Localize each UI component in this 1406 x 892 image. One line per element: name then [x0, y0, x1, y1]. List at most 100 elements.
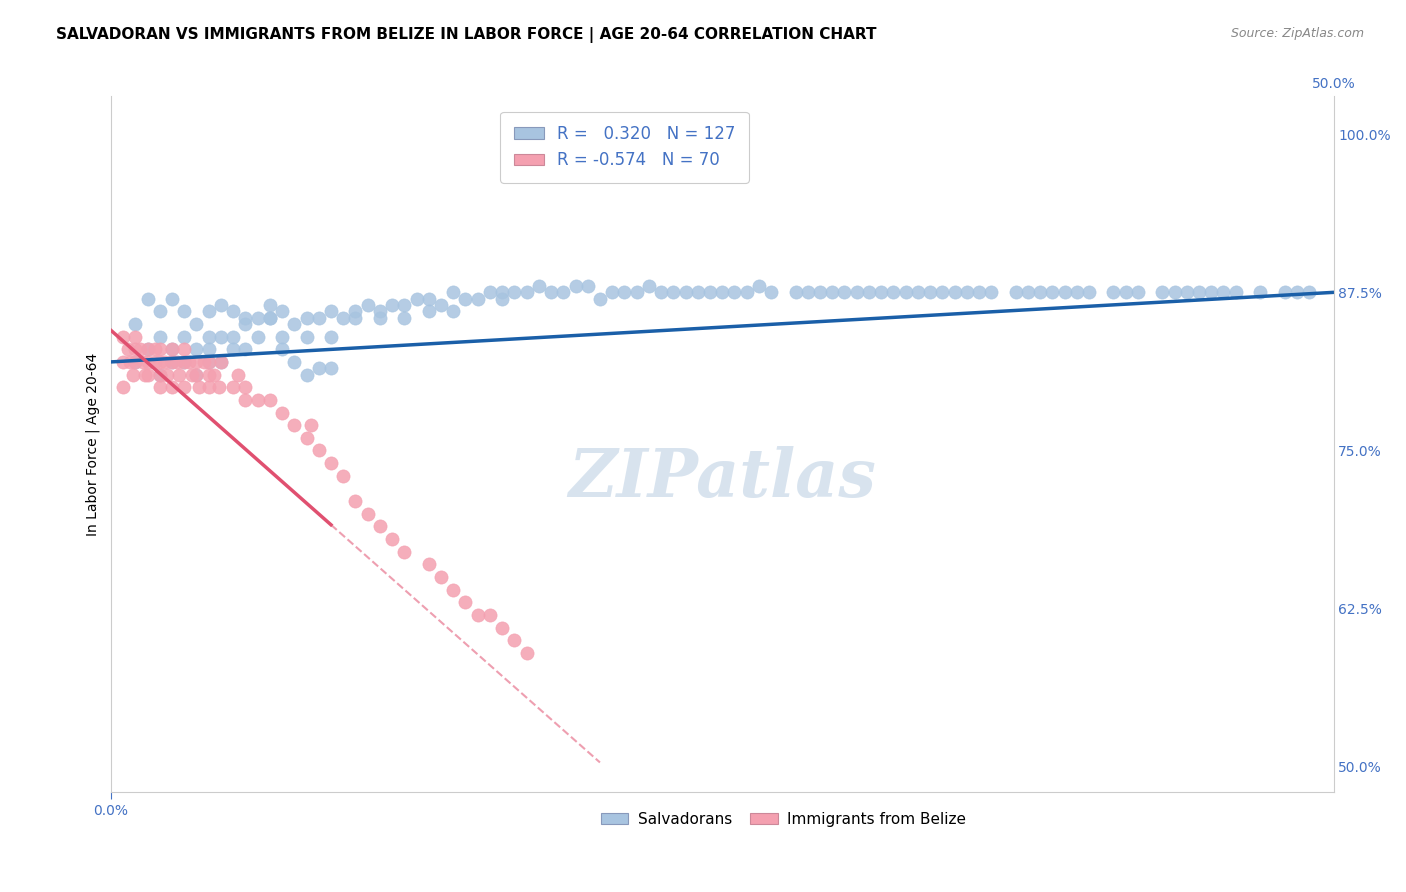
Point — [149, 343, 172, 357]
Point — [332, 468, 354, 483]
Point — [197, 343, 219, 357]
Point — [1017, 285, 1039, 300]
Point — [980, 285, 1002, 300]
Point — [723, 285, 745, 300]
Point — [553, 285, 575, 300]
Point — [173, 343, 195, 357]
Point — [173, 304, 195, 318]
Point — [748, 279, 770, 293]
Point — [283, 418, 305, 433]
Point — [1115, 285, 1137, 300]
Point — [160, 343, 183, 357]
Point — [129, 343, 152, 357]
Point — [149, 380, 172, 394]
Point — [160, 380, 183, 394]
Point — [160, 343, 183, 357]
Point — [235, 310, 257, 325]
Point — [271, 405, 294, 419]
Point — [931, 285, 953, 300]
Point — [187, 380, 209, 394]
Point — [209, 355, 232, 369]
Point — [967, 285, 990, 300]
Point — [295, 329, 318, 343]
Point — [368, 519, 391, 533]
Point — [1040, 285, 1063, 300]
Point — [319, 304, 342, 318]
Point — [136, 292, 159, 306]
Point — [834, 285, 856, 300]
Point — [454, 595, 477, 609]
Point — [319, 361, 342, 376]
Point — [662, 285, 685, 300]
Point — [246, 329, 269, 343]
Point — [179, 355, 201, 369]
Point — [271, 343, 294, 357]
Point — [613, 285, 636, 300]
Point — [356, 507, 378, 521]
Point — [209, 298, 232, 312]
Point — [222, 380, 245, 394]
Point — [332, 310, 354, 325]
Point — [540, 285, 562, 300]
Point — [808, 285, 831, 300]
Point — [124, 355, 146, 369]
Point — [797, 285, 820, 300]
Text: Source: ZipAtlas.com: Source: ZipAtlas.com — [1230, 27, 1364, 40]
Point — [1175, 285, 1198, 300]
Point — [197, 368, 219, 382]
Point — [124, 317, 146, 331]
Point — [136, 343, 159, 357]
Point — [186, 343, 208, 357]
Point — [136, 343, 159, 357]
Point — [166, 355, 188, 369]
Point — [1152, 285, 1174, 300]
Text: SALVADORAN VS IMMIGRANTS FROM BELIZE IN LABOR FORCE | AGE 20-64 CORRELATION CHAR: SALVADORAN VS IMMIGRANTS FROM BELIZE IN … — [56, 27, 877, 43]
Point — [907, 285, 929, 300]
Point — [295, 368, 318, 382]
Point — [222, 343, 245, 357]
Point — [503, 633, 526, 648]
Point — [1298, 285, 1320, 300]
Point — [197, 304, 219, 318]
Point — [858, 285, 880, 300]
Point — [1249, 285, 1271, 300]
Point — [454, 292, 477, 306]
Point — [259, 310, 281, 325]
Point — [186, 317, 208, 331]
Point — [295, 310, 318, 325]
Point — [180, 368, 202, 382]
Point — [1188, 285, 1211, 300]
Point — [160, 355, 183, 369]
Point — [319, 456, 342, 470]
Point — [1199, 285, 1222, 300]
Point — [209, 329, 232, 343]
Point — [1285, 285, 1308, 300]
Point — [491, 621, 513, 635]
Point — [149, 368, 172, 382]
Point — [1102, 285, 1125, 300]
Point — [186, 355, 208, 369]
Point — [467, 292, 489, 306]
Point — [222, 329, 245, 343]
Point — [295, 431, 318, 445]
Point — [467, 607, 489, 622]
Point — [1029, 285, 1052, 300]
Point — [134, 368, 156, 382]
Point — [197, 355, 219, 369]
Point — [418, 292, 440, 306]
Point — [271, 304, 294, 318]
Point — [136, 355, 159, 369]
Point — [405, 292, 427, 306]
Point — [503, 285, 526, 300]
Point — [308, 310, 330, 325]
Point — [143, 343, 166, 357]
Point — [430, 570, 453, 584]
Point — [122, 368, 145, 382]
Y-axis label: In Labor Force | Age 20-64: In Labor Force | Age 20-64 — [86, 352, 100, 536]
Point — [149, 304, 172, 318]
Point — [169, 368, 191, 382]
Point — [381, 532, 404, 546]
Point — [283, 317, 305, 331]
Point — [516, 646, 538, 660]
Point — [821, 285, 844, 300]
